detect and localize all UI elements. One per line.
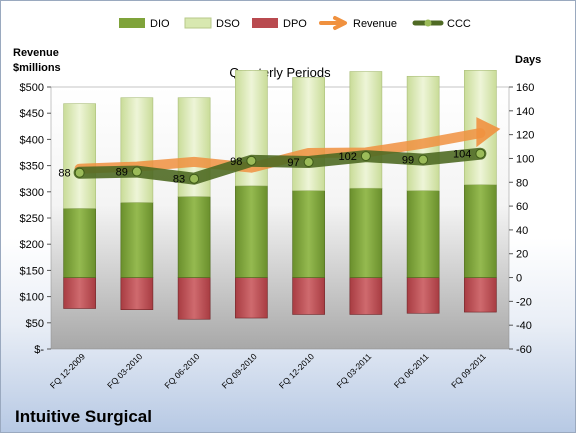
lines-layer xyxy=(73,117,501,185)
left-tick-label: $400 xyxy=(20,134,44,146)
right-tick-label: -40 xyxy=(516,320,532,332)
legend-label-dso: DSO xyxy=(216,18,240,30)
left-tick-label: $450 xyxy=(20,108,44,120)
left-tick-label: $250 xyxy=(20,213,44,225)
bar-dpo xyxy=(349,277,383,315)
bar-dso xyxy=(63,103,96,209)
right-tick-label: 60 xyxy=(516,201,528,213)
legend-item-dpo[interactable]: DPO xyxy=(252,18,307,30)
left-tick-label: $200 xyxy=(20,239,44,251)
bar-dpo xyxy=(120,277,154,310)
bar-dio xyxy=(63,208,96,278)
legend: DIO DSO DPO Revenue CCC xyxy=(119,16,471,30)
ccc-point xyxy=(360,151,371,162)
x-tick-label: FQ 03-2011 xyxy=(335,351,374,390)
ccc-point xyxy=(418,154,429,165)
ccc-point xyxy=(74,167,85,178)
bar-dpo xyxy=(464,277,497,313)
ccc-line xyxy=(73,147,487,185)
legend-swatch-dio xyxy=(119,18,145,28)
right-tick-label: 100 xyxy=(516,153,534,165)
left-tick-label: $350 xyxy=(20,161,44,173)
ccc-data-label: 102 xyxy=(339,151,357,163)
x-tick-label: FQ 09-2010 xyxy=(220,351,259,390)
right-tick-label: -60 xyxy=(516,344,532,356)
bar-dso xyxy=(120,97,154,203)
right-tick-label: 120 xyxy=(516,130,534,142)
ccc-point xyxy=(246,155,257,166)
x-tick-label: FQ 12-2009 xyxy=(48,351,87,390)
legend-item-dso[interactable]: DSO xyxy=(184,17,240,30)
right-axis-title: Days xyxy=(515,54,541,66)
ccc-data-label: 89 xyxy=(116,167,128,179)
data-labels-layer: 88 89 83 98 97 102 99 104 xyxy=(58,149,471,186)
legend-label-dio: DIO xyxy=(150,18,170,30)
right-tick-label: 0 xyxy=(516,273,522,285)
plot-area xyxy=(50,86,510,350)
left-axis-ticks: $- $50 $100 $150 $200 $250 $300 $350 $400 $450 $50… xyxy=(20,82,51,356)
right-tick-label: 40 xyxy=(516,225,528,237)
right-tick-label: 20 xyxy=(516,249,528,261)
legend-item-ccc[interactable]: CCC xyxy=(412,18,471,30)
ccc-point xyxy=(475,148,486,159)
bar-dio xyxy=(349,187,383,278)
left-axis-title-line1: Revenue xyxy=(13,47,59,59)
ccc-data-label: 88 xyxy=(58,168,70,180)
legend-swatch-dso xyxy=(184,17,212,29)
left-tick-label: $- xyxy=(34,344,44,356)
right-tick-label: 140 xyxy=(516,106,534,118)
bar-dio xyxy=(177,196,211,278)
ccc-data-label: 98 xyxy=(230,156,242,168)
bar-dio xyxy=(292,190,325,278)
x-tick-label: FQ 12-2010 xyxy=(277,351,316,390)
bar-dio xyxy=(235,185,268,278)
legend-marker-ccc xyxy=(424,19,432,27)
right-tick-label: -20 xyxy=(516,296,532,308)
bar-dpo xyxy=(292,277,325,315)
left-tick-label: $150 xyxy=(20,265,44,277)
right-tick-label: 160 xyxy=(516,82,534,94)
bar-dso xyxy=(292,77,325,191)
bar-dio xyxy=(120,202,154,278)
ccc-point xyxy=(303,157,314,168)
left-axis-title-line2: $millions xyxy=(13,62,61,74)
company-name: Intuitive Surgical xyxy=(15,407,152,426)
legend-swatch-revenue xyxy=(319,16,347,30)
legend-item-dio[interactable]: DIO xyxy=(119,18,170,30)
right-tick-label: 80 xyxy=(516,177,528,189)
bars-layer xyxy=(63,70,497,320)
bar-dio xyxy=(406,190,440,278)
legend-label-ccc: CCC xyxy=(447,18,471,30)
ccc-data-label: 83 xyxy=(173,174,185,186)
x-tick-label: FQ 03-2010 xyxy=(105,351,144,390)
ccc-data-label: 99 xyxy=(402,155,414,167)
ccc-data-label: 104 xyxy=(453,149,471,161)
bar-dio xyxy=(464,184,497,278)
x-tick-label: FQ 06-2010 xyxy=(162,351,201,390)
bar-dso xyxy=(349,71,383,189)
left-tick-label: $100 xyxy=(20,292,44,304)
bar-dpo xyxy=(235,277,268,319)
left-tick-label: $300 xyxy=(20,187,44,199)
ccc-data-label: 97 xyxy=(287,157,299,169)
legend-swatch-dpo xyxy=(252,18,278,28)
legend-label-revenue: Revenue xyxy=(353,18,397,30)
bar-dso xyxy=(406,75,440,191)
legend-label-dpo: DPO xyxy=(283,18,307,30)
left-tick-label: $50 xyxy=(26,318,44,330)
right-axis-ticks: -60 -40 -20 0 20 40 60 80 100 120 140 160 xyxy=(509,82,534,356)
x-axis-ticks: FQ 12-2009 FQ 03-2010 FQ 06-2010 FQ 09-2010… xyxy=(48,351,488,390)
x-tick-label: FQ 06-2011 xyxy=(392,351,431,390)
bar-dpo xyxy=(177,277,211,320)
revenue-arrowhead xyxy=(476,117,501,148)
left-tick-label: $500 xyxy=(20,82,44,94)
x-tick-label: FQ 09-2011 xyxy=(449,351,488,390)
legend-item-revenue[interactable]: Revenue xyxy=(319,16,397,30)
ccc-point xyxy=(131,166,142,177)
bar-dpo xyxy=(406,277,440,314)
bar-dpo xyxy=(63,277,96,309)
ccc-point xyxy=(189,173,200,184)
